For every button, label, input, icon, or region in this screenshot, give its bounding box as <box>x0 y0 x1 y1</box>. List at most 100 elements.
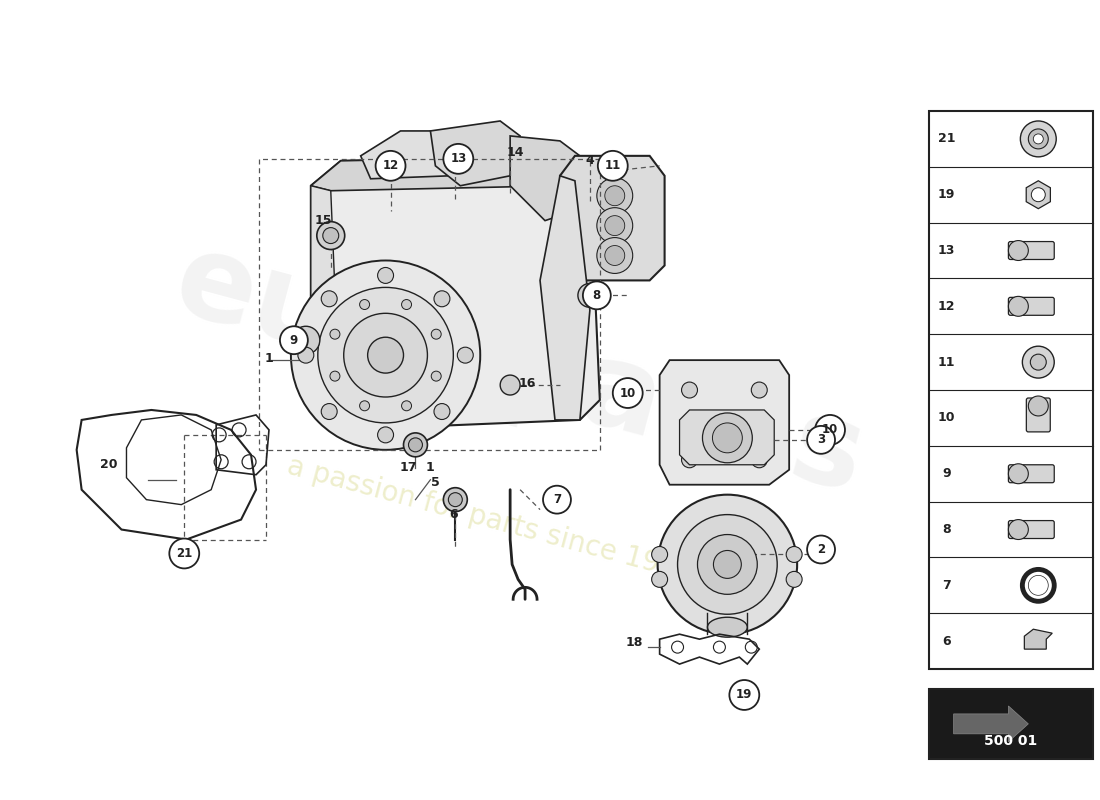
Polygon shape <box>311 186 341 430</box>
Circle shape <box>729 680 759 710</box>
FancyBboxPatch shape <box>1009 465 1054 482</box>
Polygon shape <box>680 410 774 465</box>
Text: 1: 1 <box>426 462 434 474</box>
Circle shape <box>290 261 481 450</box>
Text: 14: 14 <box>506 146 524 159</box>
Circle shape <box>605 246 625 266</box>
Polygon shape <box>560 156 664 281</box>
Circle shape <box>317 222 344 250</box>
Circle shape <box>543 486 571 514</box>
Circle shape <box>597 208 632 243</box>
Text: 20: 20 <box>100 458 118 471</box>
Circle shape <box>1009 241 1028 261</box>
Ellipse shape <box>707 618 747 637</box>
Polygon shape <box>311 156 590 190</box>
Bar <box>928 111 1093 669</box>
Circle shape <box>786 571 802 587</box>
Text: 11: 11 <box>938 356 956 369</box>
Circle shape <box>1021 121 1056 157</box>
Text: 12: 12 <box>938 300 956 313</box>
Circle shape <box>682 452 697 468</box>
Circle shape <box>613 378 642 408</box>
Text: 19: 19 <box>938 188 955 202</box>
Circle shape <box>597 178 632 214</box>
Circle shape <box>408 438 422 452</box>
Circle shape <box>597 238 632 274</box>
Circle shape <box>169 538 199 569</box>
Circle shape <box>1028 129 1048 149</box>
Circle shape <box>402 401 411 410</box>
Text: 7: 7 <box>943 579 951 592</box>
Text: euRopares: euRopares <box>163 223 877 518</box>
Circle shape <box>807 426 835 454</box>
Text: 10: 10 <box>822 423 838 436</box>
FancyBboxPatch shape <box>1009 521 1054 538</box>
Polygon shape <box>430 121 520 186</box>
Text: 9: 9 <box>943 467 950 480</box>
Circle shape <box>815 415 845 445</box>
Text: 17: 17 <box>399 462 417 474</box>
Polygon shape <box>540 176 590 420</box>
Circle shape <box>682 382 697 398</box>
Circle shape <box>443 144 473 174</box>
Text: 10: 10 <box>938 411 956 425</box>
Circle shape <box>298 347 314 363</box>
Circle shape <box>578 283 602 307</box>
Text: 6: 6 <box>943 634 950 648</box>
Circle shape <box>678 514 778 614</box>
Circle shape <box>322 228 339 243</box>
Circle shape <box>703 413 752 462</box>
Circle shape <box>1032 188 1045 202</box>
FancyBboxPatch shape <box>1026 398 1050 432</box>
Polygon shape <box>361 131 460 178</box>
Circle shape <box>583 282 610 310</box>
Text: 5: 5 <box>431 476 440 490</box>
Circle shape <box>404 433 428 457</box>
Polygon shape <box>510 136 580 221</box>
Circle shape <box>1028 575 1048 595</box>
FancyBboxPatch shape <box>928 689 1093 758</box>
Circle shape <box>434 403 450 419</box>
Circle shape <box>500 375 520 395</box>
Polygon shape <box>311 156 600 430</box>
Polygon shape <box>1026 181 1050 209</box>
Circle shape <box>1022 346 1054 378</box>
Circle shape <box>377 267 394 283</box>
Circle shape <box>449 493 462 506</box>
Polygon shape <box>1024 630 1053 649</box>
Text: 1: 1 <box>265 352 274 365</box>
Circle shape <box>786 546 802 562</box>
Circle shape <box>1031 354 1046 370</box>
Circle shape <box>713 423 743 453</box>
Circle shape <box>1028 396 1048 416</box>
Circle shape <box>751 382 767 398</box>
Circle shape <box>1009 464 1028 484</box>
Circle shape <box>431 329 441 339</box>
Circle shape <box>360 299 370 310</box>
Circle shape <box>367 338 404 373</box>
Circle shape <box>330 371 340 381</box>
Circle shape <box>697 534 757 594</box>
Text: 18: 18 <box>626 636 644 649</box>
Text: 12: 12 <box>383 159 398 172</box>
Circle shape <box>330 329 340 339</box>
Circle shape <box>458 347 473 363</box>
Circle shape <box>651 571 668 587</box>
Circle shape <box>597 151 628 181</box>
Circle shape <box>651 546 668 562</box>
Text: 9: 9 <box>289 334 298 346</box>
Circle shape <box>714 550 741 578</box>
Text: 15: 15 <box>315 214 332 227</box>
Text: 4: 4 <box>585 154 594 167</box>
Circle shape <box>279 326 308 354</box>
Circle shape <box>1033 134 1043 144</box>
Text: 7: 7 <box>553 493 561 506</box>
Circle shape <box>321 291 338 306</box>
Text: 21: 21 <box>938 133 956 146</box>
Circle shape <box>1009 296 1028 316</box>
Text: 11: 11 <box>605 159 620 172</box>
Text: 500 01: 500 01 <box>984 734 1037 748</box>
Circle shape <box>343 314 428 397</box>
Circle shape <box>360 401 370 410</box>
Text: 10: 10 <box>619 386 636 399</box>
